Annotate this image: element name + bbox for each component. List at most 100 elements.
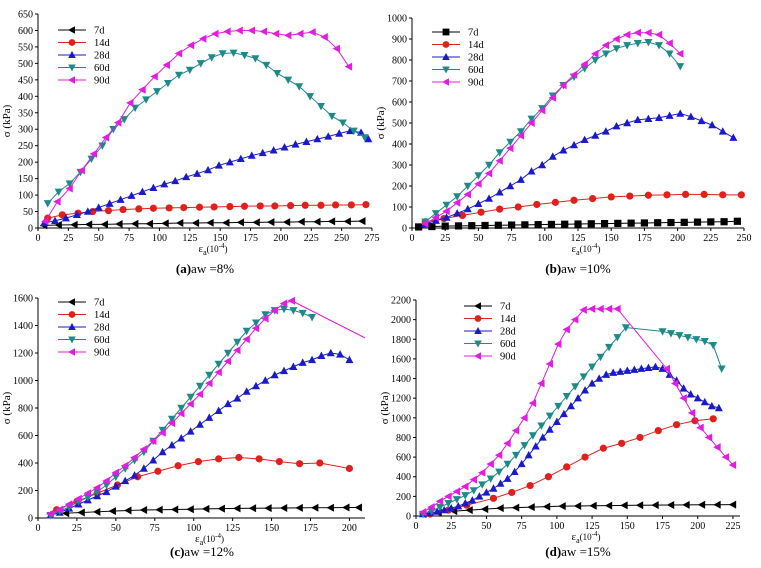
data-point xyxy=(644,363,653,371)
data-point xyxy=(623,42,632,50)
data-point xyxy=(463,182,472,191)
data-point xyxy=(644,38,653,47)
y-tick-label: 2000 xyxy=(391,315,411,326)
data-point xyxy=(588,379,597,387)
x-tick-label: 200 xyxy=(342,523,357,534)
data-point xyxy=(77,508,85,517)
data-point xyxy=(226,203,234,211)
legend-label: 14d xyxy=(94,310,111,321)
data-point xyxy=(54,188,63,196)
data-point xyxy=(43,200,52,208)
data-point xyxy=(269,146,278,154)
data-point xyxy=(506,138,515,147)
data-point xyxy=(153,88,162,96)
data-point xyxy=(92,507,101,516)
data-point xyxy=(205,379,213,388)
legend-marker xyxy=(68,336,76,344)
data-point xyxy=(149,437,157,445)
data-point xyxy=(591,56,600,65)
data-point xyxy=(613,334,622,342)
series-60d xyxy=(421,38,685,226)
data-point xyxy=(225,157,234,166)
data-point xyxy=(442,201,451,210)
y-axis-label: σ (kPa) xyxy=(1,391,13,424)
x-tick-label: 50 xyxy=(473,233,483,244)
data-point xyxy=(161,219,169,228)
data-point xyxy=(728,460,737,469)
data-point xyxy=(177,404,186,413)
data-point xyxy=(240,51,249,60)
data-point xyxy=(521,221,529,229)
data-point xyxy=(545,412,554,421)
data-point xyxy=(700,338,709,346)
data-point xyxy=(644,114,653,122)
data-point xyxy=(570,140,579,149)
series-tail-line xyxy=(291,300,366,339)
legend-label: 28d xyxy=(468,53,485,64)
data-point xyxy=(527,503,535,512)
data-point xyxy=(692,336,701,344)
y-tick-label: 100 xyxy=(18,191,33,202)
data-point xyxy=(644,191,652,199)
data-point xyxy=(527,119,535,127)
data-point xyxy=(308,355,317,364)
data-point xyxy=(435,497,444,506)
data-point xyxy=(640,219,648,227)
data-point xyxy=(461,492,470,500)
x-tick-label: 125 xyxy=(225,523,240,534)
data-point xyxy=(261,314,269,323)
x-tick-label: 25 xyxy=(446,521,456,532)
y-tick-label: 700 xyxy=(392,77,407,88)
data-point xyxy=(121,476,130,485)
legend-marker xyxy=(68,76,75,84)
series-line xyxy=(50,300,292,515)
y-tick-label: 200 xyxy=(18,486,33,497)
data-point xyxy=(636,433,644,442)
data-point xyxy=(207,54,216,62)
series-line xyxy=(44,220,363,226)
data-point xyxy=(431,213,440,222)
series-line xyxy=(47,204,366,219)
data-point xyxy=(223,349,232,358)
data-point xyxy=(682,500,690,509)
y-tick-label: 350 xyxy=(18,108,33,119)
data-point xyxy=(562,393,571,401)
y-tick-label: 400 xyxy=(392,140,407,151)
data-point xyxy=(214,161,223,169)
data-point xyxy=(210,203,218,211)
data-point xyxy=(259,27,268,36)
y-tick-label: 0 xyxy=(406,512,411,523)
series-7d xyxy=(415,217,741,231)
data-point xyxy=(551,198,560,206)
panel-b: 0 25 50 75 100 125 150 175 200 225 250 0 100 200 300 40… xyxy=(375,14,752,277)
data-point xyxy=(331,201,340,209)
data-point xyxy=(496,205,504,213)
data-point xyxy=(130,453,138,462)
data-point xyxy=(167,440,176,449)
data-point xyxy=(686,112,695,120)
data-point xyxy=(707,218,715,226)
data-point xyxy=(174,49,183,58)
data-point xyxy=(537,379,545,388)
data-point xyxy=(298,309,307,318)
data-point xyxy=(364,134,373,143)
data-point xyxy=(342,503,350,512)
data-point xyxy=(516,175,525,183)
data-point xyxy=(495,156,503,165)
data-point xyxy=(310,503,319,512)
y-tick-label: 0 xyxy=(28,224,33,235)
data-point xyxy=(302,137,311,145)
data-point xyxy=(517,459,526,468)
data-point xyxy=(465,506,473,515)
data-point xyxy=(683,334,692,342)
data-point xyxy=(165,204,173,212)
data-point xyxy=(729,133,738,141)
data-point xyxy=(717,365,726,373)
y-tick-label: 100 xyxy=(392,203,407,214)
data-point xyxy=(633,40,642,48)
data-point xyxy=(223,27,231,36)
data-point xyxy=(313,217,321,226)
x-tick-label: 25 xyxy=(440,233,450,244)
data-point xyxy=(627,219,635,227)
data-point xyxy=(275,458,283,466)
